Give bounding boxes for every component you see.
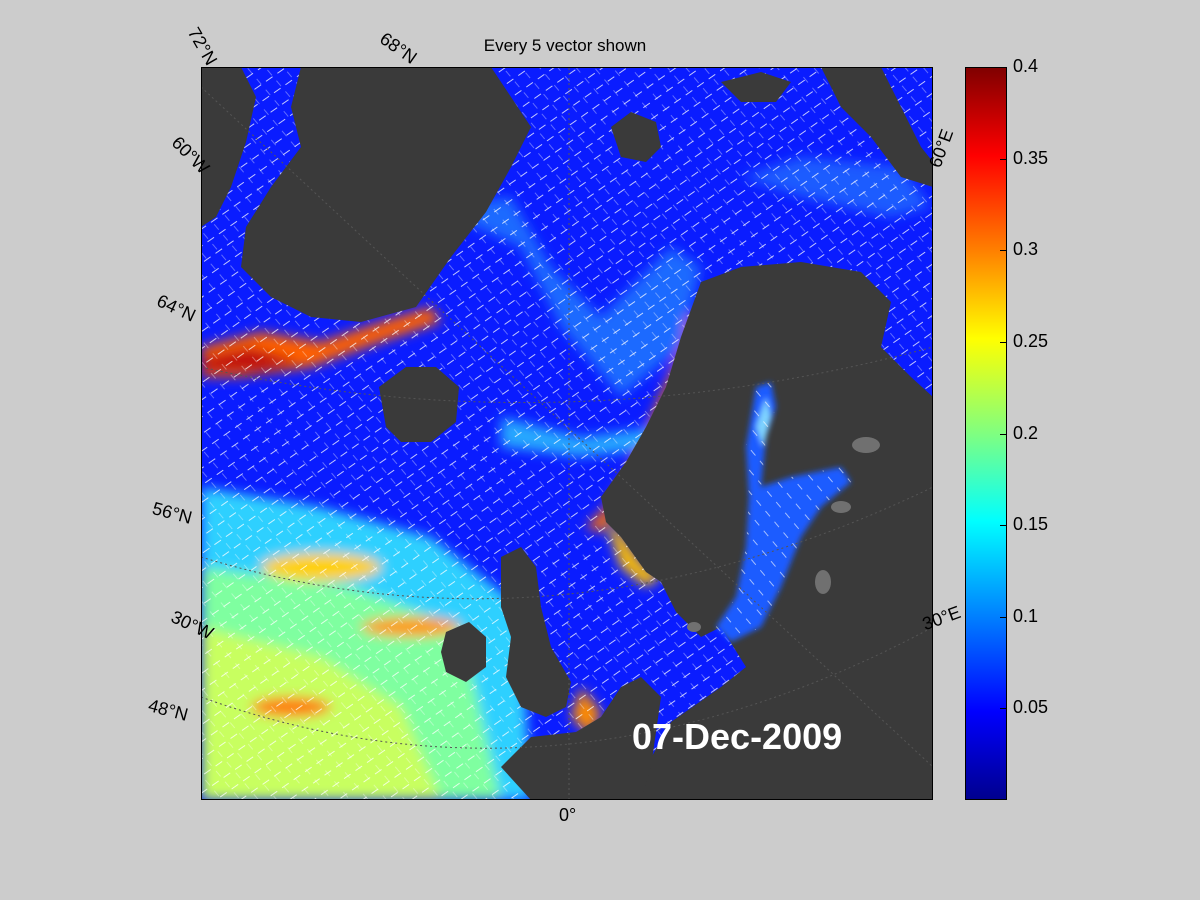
graticule xyxy=(201,67,933,800)
current-speed-map xyxy=(201,67,933,800)
colorbar-tick-mark xyxy=(1000,616,1007,618)
colorbar-tick-mark xyxy=(1000,67,1007,68)
colorbar-tick-label: 0.25 xyxy=(1013,330,1049,351)
colorbar-tick-label: 0.3 xyxy=(1013,239,1039,260)
europe-continent xyxy=(501,677,661,800)
colorbar-tick-label: 0.05 xyxy=(1013,697,1049,718)
lat-label-48n: 48°N xyxy=(146,695,191,725)
svalbard xyxy=(611,112,661,162)
colorbar-tick-mark xyxy=(1000,433,1007,435)
colorbar-tick-label: 0.15 xyxy=(1013,514,1049,535)
map-panel xyxy=(201,67,933,800)
lon-label-0: 0° xyxy=(559,805,577,825)
colorbar-tick-mark xyxy=(1000,708,1007,710)
chart-title: Every 5 vector shown xyxy=(483,36,647,55)
colorbar-tick-mark xyxy=(1000,158,1007,160)
colorbar-tick-mark xyxy=(1000,525,1007,527)
colorbar-tick-label: 0.35 xyxy=(1013,147,1049,168)
colorbar-tick-label: 0.4 xyxy=(1013,56,1039,76)
colorbar-tick-mark xyxy=(1000,250,1007,252)
novaya-zemlya xyxy=(821,67,933,187)
colorbar-tick-label: 0.1 xyxy=(1013,605,1039,626)
british-isles xyxy=(501,547,571,717)
lat-label-64n: 64°N xyxy=(153,290,199,326)
iceland xyxy=(379,367,459,442)
lat-label-68n: 68°N xyxy=(376,28,421,68)
colorbar-tick-label: 0.2 xyxy=(1013,422,1039,443)
date-label: 07-Dec-2009 xyxy=(632,716,843,757)
colorbar-tick-mark xyxy=(1000,341,1007,343)
lakes xyxy=(687,437,880,632)
greenland xyxy=(241,67,531,322)
lat-label-56n: 56°N xyxy=(150,498,195,528)
ireland xyxy=(441,622,486,682)
franz-josef xyxy=(721,72,791,102)
canada-northwest xyxy=(201,67,256,227)
lat-label-72n: 72°N xyxy=(183,23,222,69)
